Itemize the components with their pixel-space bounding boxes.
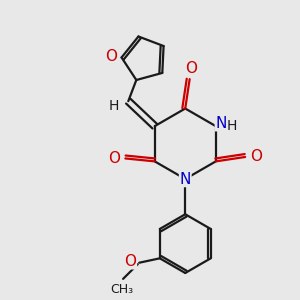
- Text: O: O: [185, 61, 197, 76]
- Text: O: O: [124, 254, 136, 269]
- Text: H: H: [227, 119, 237, 133]
- Text: N: N: [180, 172, 191, 187]
- Text: H: H: [108, 99, 119, 112]
- Text: O: O: [105, 50, 117, 64]
- Text: O: O: [108, 151, 120, 166]
- Text: O: O: [250, 149, 262, 164]
- Text: N: N: [215, 116, 227, 131]
- Text: CH₃: CH₃: [110, 283, 133, 296]
